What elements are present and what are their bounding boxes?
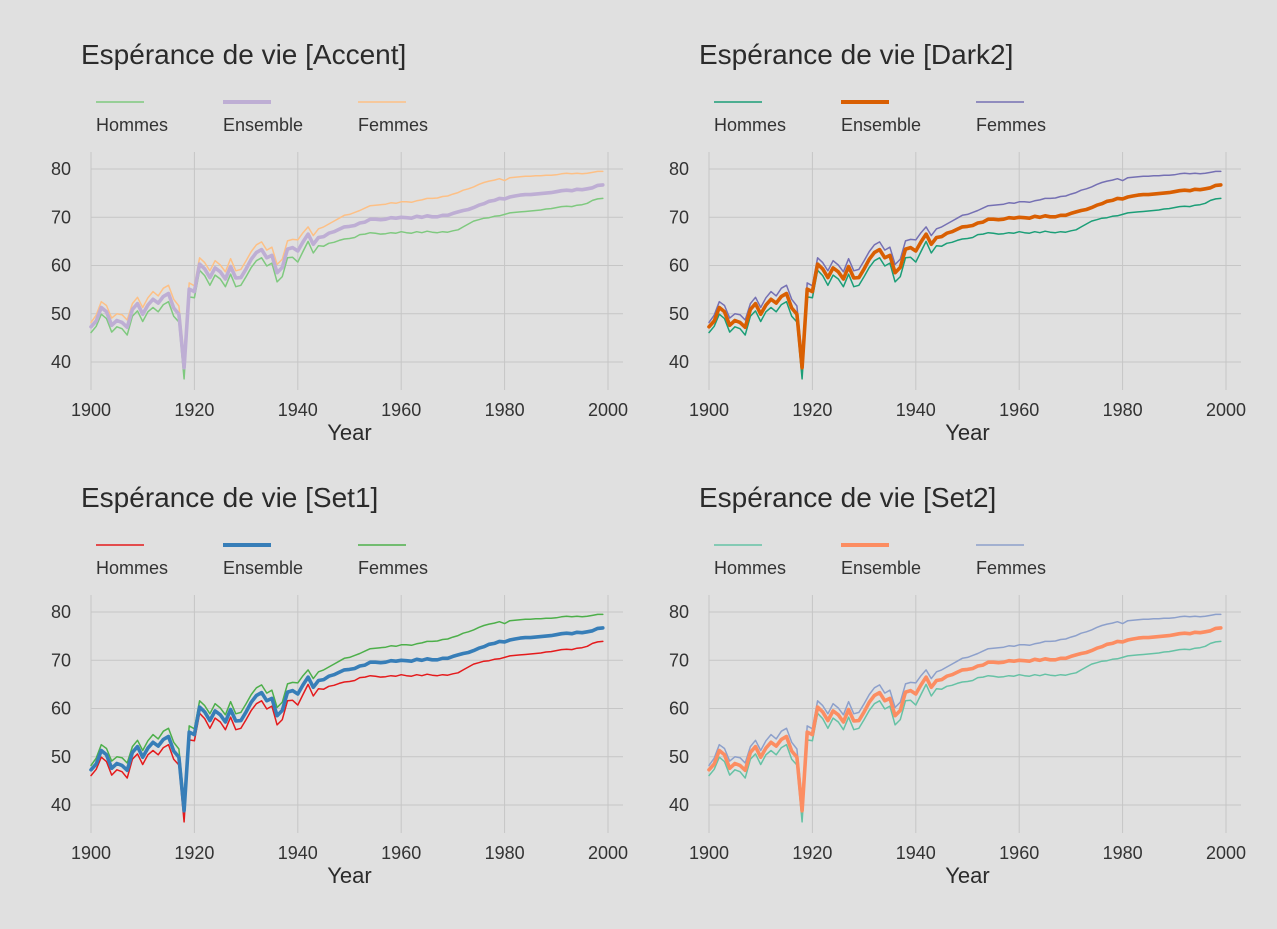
- x-axis-label: Year: [945, 420, 989, 445]
- series-line-hommes: [90, 197, 604, 380]
- y-tick-label: 80: [51, 159, 71, 179]
- series-line-hommes: [708, 640, 1222, 823]
- x-tick-label: 1940: [896, 400, 936, 420]
- y-tick-label: 50: [669, 747, 689, 767]
- x-tick-label: 2000: [588, 843, 628, 863]
- x-tick-label: 1920: [792, 843, 832, 863]
- x-tick-label: 1900: [689, 400, 729, 420]
- y-tick-label: 80: [669, 602, 689, 622]
- y-tick-label: 70: [51, 207, 71, 227]
- x-tick-label: 2000: [1206, 400, 1246, 420]
- y-tick-label: 70: [669, 650, 689, 670]
- x-tick-label: 2000: [588, 400, 628, 420]
- series-line-femmes: [90, 170, 604, 358]
- x-tick-label: 1900: [71, 843, 111, 863]
- y-tick-label: 40: [51, 352, 71, 372]
- x-tick-label: 1980: [1103, 400, 1143, 420]
- x-tick-label: 1960: [381, 400, 421, 420]
- legend-label: Femmes: [976, 558, 1046, 578]
- legend-label: Femmes: [358, 558, 428, 578]
- legend-label: Ensemble: [223, 558, 303, 578]
- chart-title: Espérance de vie [Dark2]: [699, 39, 1013, 70]
- chart-panel: Espérance de vie [Set1] Hommes Ensemble Fem…: [51, 482, 628, 888]
- legend-label: Femmes: [358, 115, 428, 135]
- y-tick-label: 70: [51, 650, 71, 670]
- x-tick-label: 1980: [485, 400, 525, 420]
- y-tick-label: 40: [669, 795, 689, 815]
- legend-label: Hommes: [714, 115, 786, 135]
- y-tick-label: 80: [51, 602, 71, 622]
- y-tick-label: 50: [51, 747, 71, 767]
- series-line-ensemble: [707, 626, 1223, 813]
- x-tick-label: 1980: [1103, 843, 1143, 863]
- legend-label: Hommes: [96, 115, 168, 135]
- series-line-ensemble: [707, 183, 1223, 370]
- x-tick-label: 1940: [278, 400, 318, 420]
- x-axis-label: Year: [945, 863, 989, 888]
- x-tick-label: 2000: [1206, 843, 1246, 863]
- y-tick-label: 80: [669, 159, 689, 179]
- legend-label: Hommes: [96, 558, 168, 578]
- chart-panel: Espérance de vie [Dark2] Hommes Ensemble Fe…: [669, 39, 1246, 445]
- y-tick-label: 60: [669, 699, 689, 719]
- x-tick-label: 1980: [485, 843, 525, 863]
- series-line-femmes: [708, 613, 1222, 801]
- x-axis-label: Year: [327, 420, 371, 445]
- series-line-hommes: [90, 640, 604, 823]
- y-tick-label: 40: [51, 795, 71, 815]
- y-tick-label: 60: [51, 256, 71, 276]
- legend-label: Femmes: [976, 115, 1046, 135]
- x-tick-label: 1940: [278, 843, 318, 863]
- x-tick-label: 1900: [689, 843, 729, 863]
- series-line-femmes: [90, 613, 604, 801]
- chart-panel: Espérance de vie [Accent] Hommes Ensemble F…: [51, 39, 628, 445]
- legend-label: Ensemble: [223, 115, 303, 135]
- y-tick-label: 50: [51, 304, 71, 324]
- y-tick-label: 50: [669, 304, 689, 324]
- y-tick-label: 60: [669, 256, 689, 276]
- x-tick-label: 1920: [174, 843, 214, 863]
- x-tick-label: 1920: [792, 400, 832, 420]
- series-line-ensemble: [89, 183, 605, 370]
- x-tick-label: 1960: [999, 843, 1039, 863]
- series-line-femmes: [708, 170, 1222, 358]
- legend-label: Ensemble: [841, 115, 921, 135]
- y-tick-label: 40: [669, 352, 689, 372]
- chart-title: Espérance de vie [Set2]: [699, 482, 996, 513]
- series-line-ensemble: [89, 626, 605, 813]
- x-tick-label: 1960: [999, 400, 1039, 420]
- series-line-hommes: [708, 197, 1222, 380]
- x-tick-label: 1900: [71, 400, 111, 420]
- y-tick-label: 70: [669, 207, 689, 227]
- x-axis-label: Year: [327, 863, 371, 888]
- x-tick-label: 1960: [381, 843, 421, 863]
- x-tick-label: 1920: [174, 400, 214, 420]
- chart-title: Espérance de vie [Set1]: [81, 482, 378, 513]
- chart-title: Espérance de vie [Accent]: [81, 39, 406, 70]
- chart-panel: Espérance de vie [Set2] Hommes Ensemble Fem…: [669, 482, 1246, 888]
- legend-label: Ensemble: [841, 558, 921, 578]
- x-tick-label: 1940: [896, 843, 936, 863]
- legend-label: Hommes: [714, 558, 786, 578]
- y-tick-label: 60: [51, 699, 71, 719]
